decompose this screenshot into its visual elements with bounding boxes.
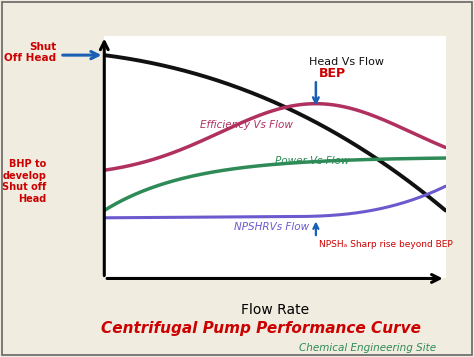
Text: Chemical Engineering Site: Chemical Engineering Site (299, 343, 436, 353)
Text: Centrifugal Pump Performance Curve: Centrifugal Pump Performance Curve (100, 321, 421, 336)
Text: NPSHₐ Sharp rise beyond BEP: NPSHₐ Sharp rise beyond BEP (319, 241, 453, 250)
Text: Efficiency Vs Flow: Efficiency Vs Flow (200, 120, 293, 130)
Text: Flow Rate: Flow Rate (241, 303, 309, 317)
Text: Shut
Off Head: Shut Off Head (4, 42, 56, 64)
Text: BHP to
develop
Shut off
Head: BHP to develop Shut off Head (2, 159, 46, 204)
Text: Power Vs Flow: Power Vs Flow (275, 156, 349, 166)
Text: NPSHRVs Flow: NPSHRVs Flow (234, 222, 309, 232)
Text: Head Vs Flow: Head Vs Flow (309, 57, 384, 67)
Text: BEP: BEP (319, 67, 346, 80)
